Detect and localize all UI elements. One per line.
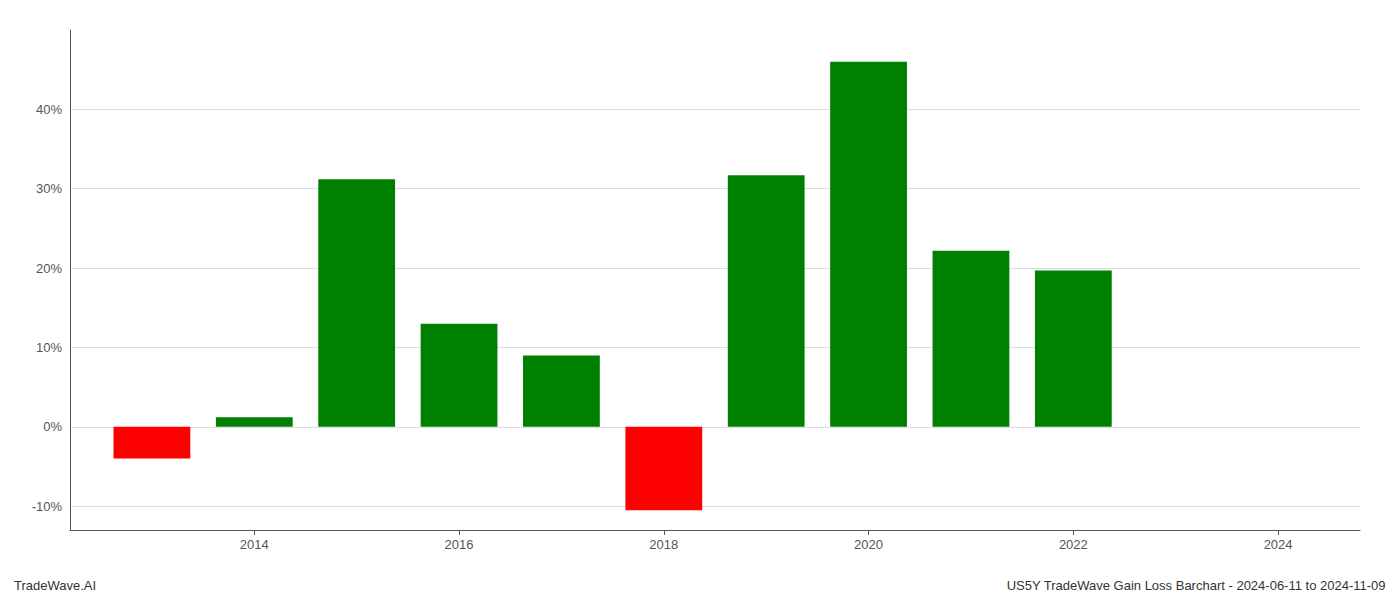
svg-text:-10%: -10% bbox=[32, 499, 63, 514]
svg-text:20%: 20% bbox=[36, 261, 62, 276]
svg-text:2018: 2018 bbox=[649, 537, 678, 552]
svg-text:2016: 2016 bbox=[445, 537, 474, 552]
svg-text:2014: 2014 bbox=[240, 537, 269, 552]
svg-text:30%: 30% bbox=[36, 181, 62, 196]
svg-text:40%: 40% bbox=[36, 102, 62, 117]
svg-text:2020: 2020 bbox=[854, 537, 883, 552]
svg-text:10%: 10% bbox=[36, 340, 62, 355]
svg-text:US5Y TradeWave Gain Loss Barch: US5Y TradeWave Gain Loss Barchart - 2024… bbox=[1007, 578, 1386, 593]
svg-text:2022: 2022 bbox=[1059, 537, 1088, 552]
svg-text:TradeWave.AI: TradeWave.AI bbox=[14, 578, 96, 593]
svg-text:2024: 2024 bbox=[1264, 537, 1293, 552]
svg-text:0%: 0% bbox=[43, 419, 62, 434]
